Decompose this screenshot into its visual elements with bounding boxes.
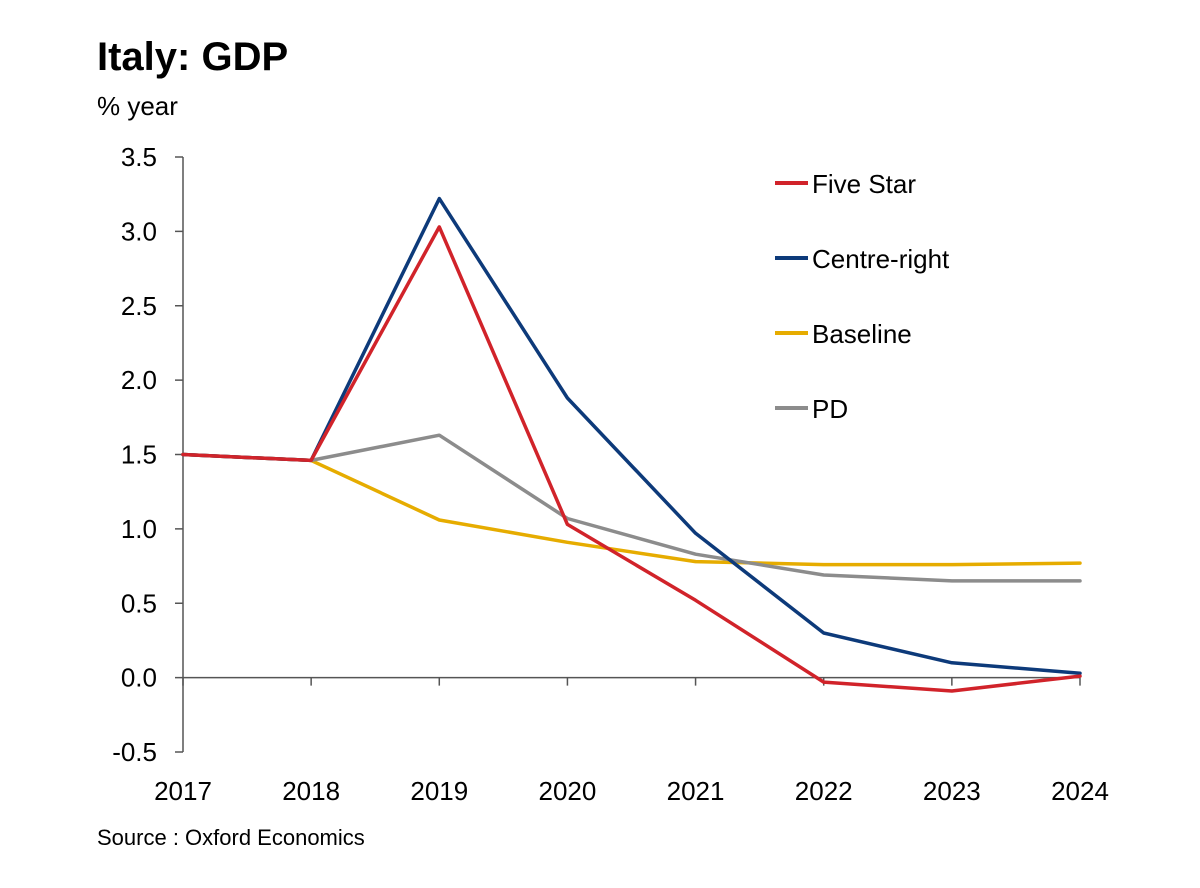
x-tick-label: 2024 [1051, 776, 1109, 806]
series-line-pd [181, 433, 1082, 583]
legend-label: Centre-right [812, 244, 950, 274]
legend-label: Five Star [812, 169, 916, 199]
y-tick-label: 0.0 [121, 663, 157, 693]
y-tick-label: -0.5 [112, 737, 157, 767]
legend: Five Star Centre-right Baseline PD [775, 169, 950, 424]
series-line-five-star [181, 225, 1082, 693]
x-tick-label: 2020 [539, 776, 597, 806]
x-axis-ticks: 2017 2018 2019 2020 2021 2022 2023 2024 [154, 677, 1109, 806]
y-tick-label: 3.5 [121, 142, 157, 172]
x-tick-label: 2018 [282, 776, 340, 806]
y-tick-label: 1.0 [121, 514, 157, 544]
x-tick-label: 2019 [410, 776, 468, 806]
y-tick-label: 2.5 [121, 291, 157, 321]
legend-label: PD [812, 394, 848, 424]
y-tick-label: 1.5 [121, 440, 157, 470]
source-note: Source : Oxford Economics [97, 825, 365, 850]
series-lines [181, 196, 1082, 693]
series-line-baseline [181, 452, 1082, 567]
x-tick-label: 2017 [154, 776, 212, 806]
y-axis-ticks: 3.5 3.0 2.5 2.0 1.5 1.0 0.5 0.0 -0.5 [112, 142, 183, 767]
x-tick-label: 2022 [795, 776, 853, 806]
y-tick-label: 3.0 [121, 216, 157, 246]
y-tick-label: 2.0 [121, 365, 157, 395]
series-line-centre-right [181, 196, 1082, 675]
legend-label: Baseline [812, 319, 912, 349]
x-tick-label: 2021 [667, 776, 725, 806]
chart-subtitle: % year [97, 91, 178, 121]
x-tick-label: 2023 [923, 776, 981, 806]
y-tick-label: 0.5 [121, 588, 157, 618]
chart-title: Italy: GDP [97, 35, 288, 79]
